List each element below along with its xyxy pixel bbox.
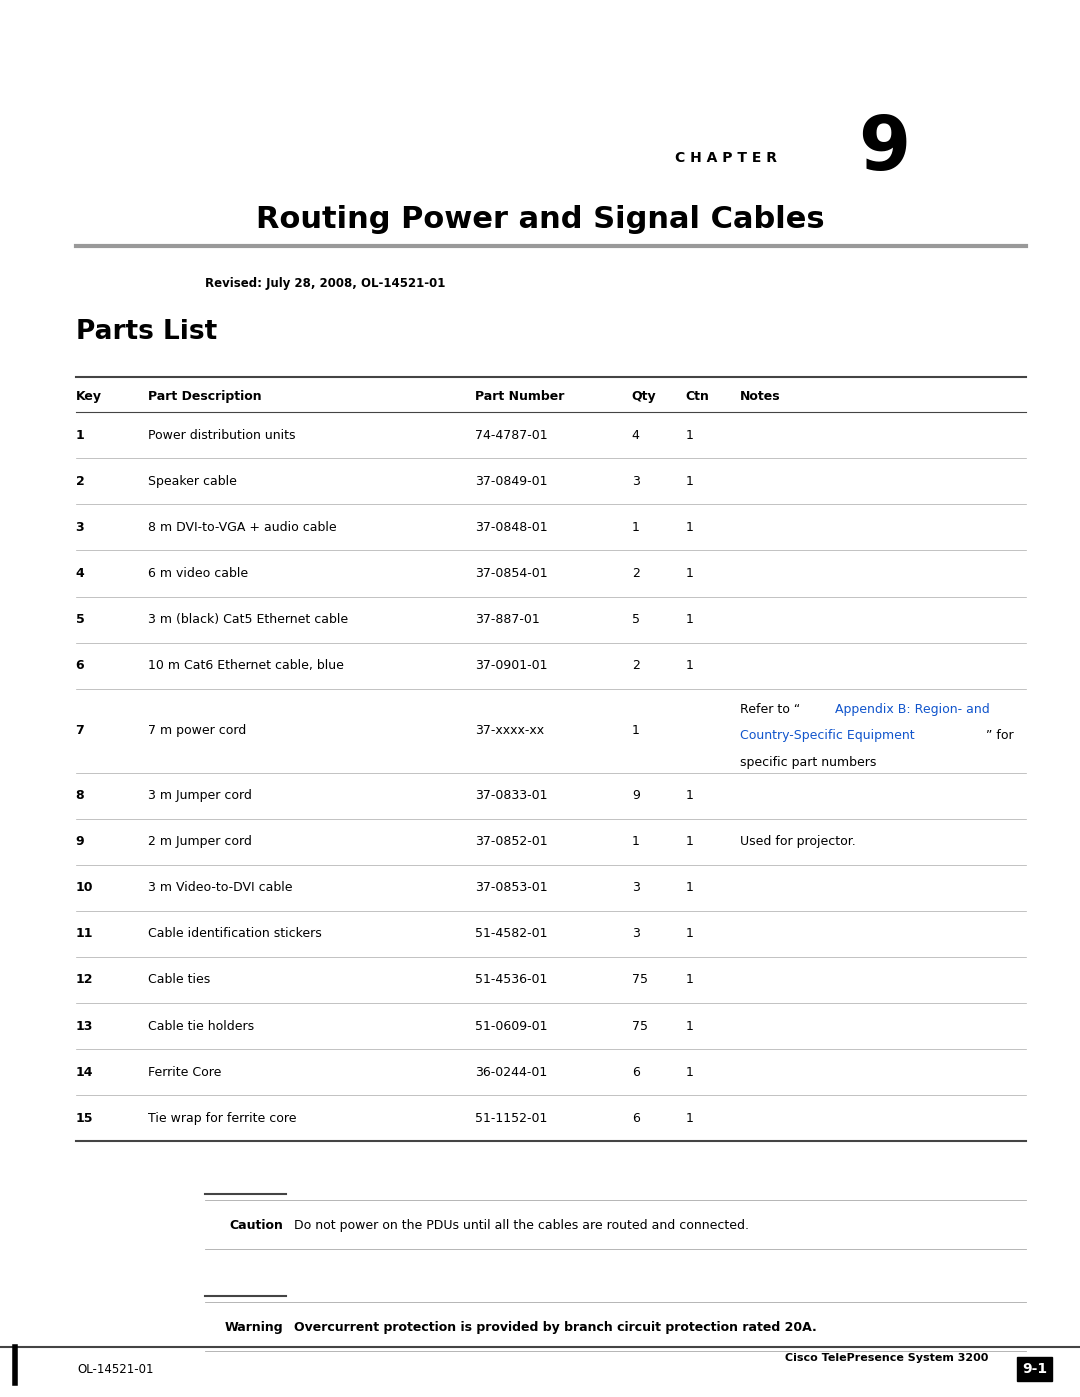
- Text: Tie wrap for ferrite core: Tie wrap for ferrite core: [148, 1112, 296, 1125]
- Text: 1: 1: [686, 567, 693, 580]
- Text: 3: 3: [76, 521, 84, 534]
- Text: 1: 1: [632, 521, 639, 534]
- Text: 1: 1: [686, 521, 693, 534]
- Text: 13: 13: [76, 1020, 93, 1032]
- Text: 1: 1: [686, 659, 693, 672]
- Text: 1: 1: [686, 1066, 693, 1078]
- Text: 5: 5: [632, 613, 639, 626]
- Text: 12: 12: [76, 974, 93, 986]
- Text: 1: 1: [686, 1020, 693, 1032]
- Text: 14: 14: [76, 1066, 93, 1078]
- Text: 75: 75: [632, 974, 648, 986]
- Text: OL-14521-01: OL-14521-01: [78, 1362, 154, 1376]
- Text: Cable identification stickers: Cable identification stickers: [148, 928, 322, 940]
- Text: 37-0833-01: 37-0833-01: [475, 789, 548, 802]
- Text: 6: 6: [632, 1066, 639, 1078]
- Text: 6: 6: [76, 659, 84, 672]
- Text: Country-Specific Equipment: Country-Specific Equipment: [740, 729, 915, 742]
- Text: specific part numbers: specific part numbers: [740, 756, 876, 768]
- Text: Do not power on the PDUs until all the cables are routed and connected.: Do not power on the PDUs until all the c…: [294, 1218, 748, 1232]
- Text: 1: 1: [686, 613, 693, 626]
- Text: Caution: Caution: [229, 1218, 283, 1232]
- Text: 8 m DVI-to-VGA + audio cable: 8 m DVI-to-VGA + audio cable: [148, 521, 337, 534]
- Text: Warning: Warning: [225, 1320, 283, 1334]
- Text: 3: 3: [632, 882, 639, 894]
- Text: 11: 11: [76, 928, 93, 940]
- Text: 1: 1: [686, 789, 693, 802]
- Text: 1: 1: [632, 724, 639, 738]
- Text: Ctn: Ctn: [686, 390, 710, 404]
- Text: 7 m power cord: 7 m power cord: [148, 724, 246, 738]
- Text: Cable tie holders: Cable tie holders: [148, 1020, 254, 1032]
- Text: 5: 5: [76, 613, 84, 626]
- Text: 1: 1: [632, 835, 639, 848]
- Text: 1: 1: [686, 1112, 693, 1125]
- Text: Part Description: Part Description: [148, 390, 261, 404]
- Text: 4: 4: [76, 567, 84, 580]
- Text: Part Number: Part Number: [475, 390, 565, 404]
- Text: 74-4787-01: 74-4787-01: [475, 429, 548, 441]
- Text: 1: 1: [686, 974, 693, 986]
- Text: 37-0901-01: 37-0901-01: [475, 659, 548, 672]
- Text: 3 m Video-to-DVI cable: 3 m Video-to-DVI cable: [148, 882, 293, 894]
- Text: 7: 7: [76, 724, 84, 738]
- Text: Appendix B: Region- and: Appendix B: Region- and: [835, 703, 989, 715]
- Text: 6: 6: [632, 1112, 639, 1125]
- Text: 2 m Jumper cord: 2 m Jumper cord: [148, 835, 252, 848]
- Text: 1: 1: [686, 429, 693, 441]
- Text: 6 m video cable: 6 m video cable: [148, 567, 248, 580]
- Text: 3 m Jumper cord: 3 m Jumper cord: [148, 789, 252, 802]
- Text: 15: 15: [76, 1112, 93, 1125]
- Text: Power distribution units: Power distribution units: [148, 429, 296, 441]
- Text: 37-0854-01: 37-0854-01: [475, 567, 548, 580]
- Text: C H A P T E R: C H A P T E R: [675, 151, 777, 165]
- Text: 37-0852-01: 37-0852-01: [475, 835, 548, 848]
- Text: 37-0849-01: 37-0849-01: [475, 475, 548, 488]
- Text: 51-1152-01: 51-1152-01: [475, 1112, 548, 1125]
- Text: Qty: Qty: [632, 390, 657, 404]
- Text: Refer to “: Refer to “: [740, 703, 800, 715]
- Text: 37-xxxx-xx: 37-xxxx-xx: [475, 724, 544, 738]
- Text: 2: 2: [632, 659, 639, 672]
- Text: Key: Key: [76, 390, 102, 404]
- Text: Revised: July 28, 2008, OL-14521-01: Revised: July 28, 2008, OL-14521-01: [205, 277, 446, 291]
- Text: 9: 9: [76, 835, 84, 848]
- Text: 2: 2: [632, 567, 639, 580]
- Text: 37-887-01: 37-887-01: [475, 613, 540, 626]
- Text: Cable ties: Cable ties: [148, 974, 211, 986]
- Text: 8: 8: [76, 789, 84, 802]
- Text: 10: 10: [76, 882, 93, 894]
- Text: 9: 9: [859, 113, 910, 186]
- Text: Notes: Notes: [740, 390, 781, 404]
- Text: Ferrite Core: Ferrite Core: [148, 1066, 221, 1078]
- Text: 9: 9: [632, 789, 639, 802]
- Text: Speaker cable: Speaker cable: [148, 475, 237, 488]
- Text: 10 m Cat6 Ethernet cable, blue: 10 m Cat6 Ethernet cable, blue: [148, 659, 343, 672]
- Text: 1: 1: [76, 429, 84, 441]
- Text: 1: 1: [686, 475, 693, 488]
- Text: 36-0244-01: 36-0244-01: [475, 1066, 548, 1078]
- Text: Overcurrent protection is provided by branch circuit protection rated 20A.: Overcurrent protection is provided by br…: [294, 1320, 816, 1334]
- Text: 1: 1: [686, 835, 693, 848]
- Text: 2: 2: [76, 475, 84, 488]
- Text: Parts List: Parts List: [76, 320, 217, 345]
- Text: 51-4582-01: 51-4582-01: [475, 928, 548, 940]
- Text: 51-0609-01: 51-0609-01: [475, 1020, 548, 1032]
- Text: 1: 1: [686, 928, 693, 940]
- Text: 3 m (black) Cat5 Ethernet cable: 3 m (black) Cat5 Ethernet cable: [148, 613, 348, 626]
- Text: 75: 75: [632, 1020, 648, 1032]
- Text: Routing Power and Signal Cables: Routing Power and Signal Cables: [256, 205, 824, 233]
- Text: ” for: ” for: [986, 729, 1014, 742]
- Text: 51-4536-01: 51-4536-01: [475, 974, 548, 986]
- Text: Used for projector.: Used for projector.: [740, 835, 855, 848]
- Text: 37-0848-01: 37-0848-01: [475, 521, 548, 534]
- Text: 3: 3: [632, 928, 639, 940]
- Text: 1: 1: [686, 882, 693, 894]
- Text: 3: 3: [632, 475, 639, 488]
- Text: Cisco TelePresence System 3200: Cisco TelePresence System 3200: [785, 1352, 988, 1363]
- Text: 37-0853-01: 37-0853-01: [475, 882, 548, 894]
- Text: 9-1: 9-1: [1022, 1362, 1048, 1376]
- Text: 4: 4: [632, 429, 639, 441]
